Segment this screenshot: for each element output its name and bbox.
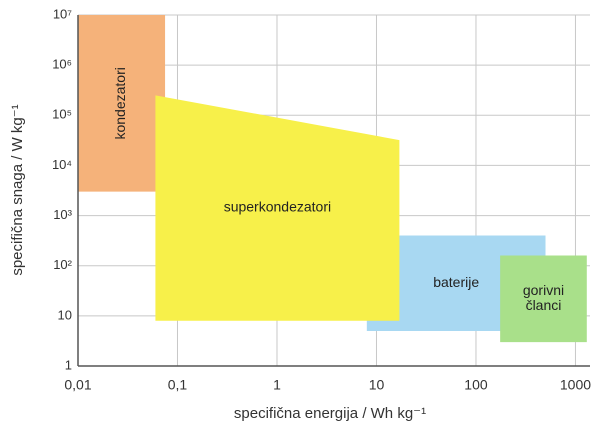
legend-label: članci bbox=[526, 297, 562, 313]
x-tick-label: 100 bbox=[464, 377, 488, 393]
x-tick-label: 0,01 bbox=[64, 377, 91, 393]
y-tick-label: 10² bbox=[53, 257, 72, 272]
y-tick-label: 10⁷ bbox=[53, 6, 72, 21]
y-tick-label: 1 bbox=[65, 357, 72, 372]
x-tick-label: 1000 bbox=[560, 377, 591, 393]
legend-label: kondezatori bbox=[112, 67, 128, 139]
y-axis-title: specifična snaga / W kg⁻¹ bbox=[9, 104, 26, 275]
legend-label: baterije bbox=[433, 274, 479, 290]
y-tick-label: 10⁵ bbox=[52, 107, 72, 122]
y-tick-label: 10⁴ bbox=[52, 157, 72, 172]
legend-label: superkondezatori bbox=[224, 199, 331, 215]
y-tick-label: 10 bbox=[58, 307, 72, 322]
y-tick-label: 10⁶ bbox=[52, 57, 72, 72]
x-tick-label: 1 bbox=[273, 377, 281, 393]
region bbox=[78, 15, 166, 192]
x-tick-label: 0,1 bbox=[168, 377, 188, 393]
region bbox=[500, 255, 587, 343]
y-tick-label: 10³ bbox=[53, 207, 72, 222]
region bbox=[155, 95, 400, 321]
x-axis-title: specifična energija / Wh kg⁻¹ bbox=[234, 405, 426, 422]
x-tick-label: 10 bbox=[369, 377, 385, 393]
legend-label: gorivni bbox=[523, 282, 564, 298]
